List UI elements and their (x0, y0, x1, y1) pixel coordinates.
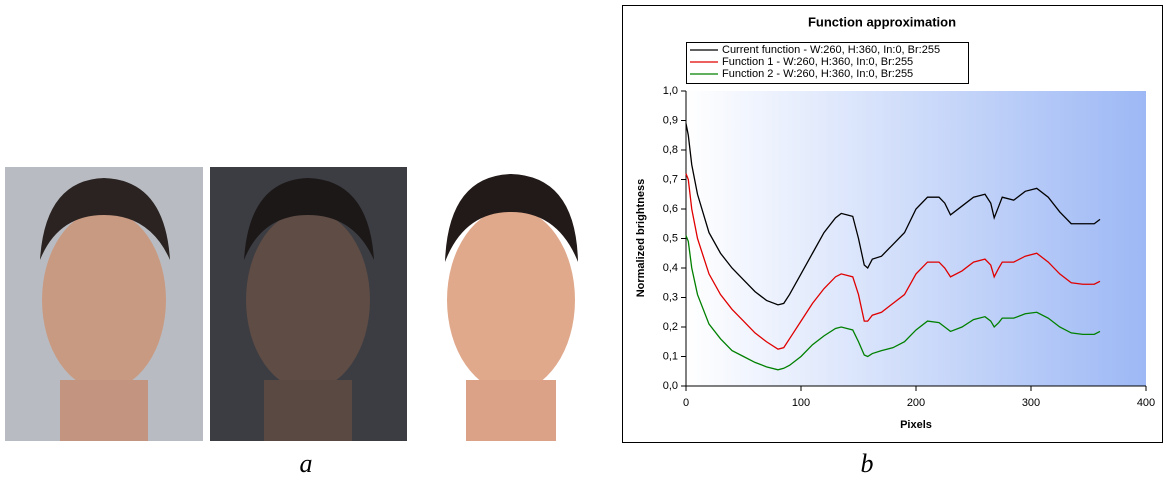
plot-area (686, 91, 1146, 386)
data-line (685, 173, 1101, 350)
caption: a (300, 449, 313, 478)
y-tick-label: 0,6 (663, 203, 678, 215)
y-tick-label: 1,0 (663, 85, 678, 97)
data-line (685, 123, 1101, 306)
y-tick-label: 0,8 (663, 144, 678, 156)
y-tick-label: 0,7 (663, 173, 678, 185)
chart-title: Function approximation (808, 14, 956, 29)
x-tick-label: 100 (792, 397, 810, 409)
y-tick-label: 0,3 (663, 291, 678, 303)
y-tick-label: 0,5 (663, 232, 678, 244)
x-axis-label: Pixels (900, 419, 932, 431)
y-tick-label: 0,2 (663, 321, 678, 333)
photo (210, 167, 407, 441)
photo (412, 167, 610, 441)
y-tick-label: 0,1 (663, 350, 678, 362)
y-tick-label: 0,4 (663, 262, 678, 274)
y-tick-label: 0,9 (663, 114, 678, 126)
y-axis-label: Normalized brightness (635, 179, 647, 298)
x-tick-label: 400 (1137, 397, 1155, 409)
x-tick-label: 300 (1022, 397, 1040, 409)
legend-label: Function 1 - W:260, H:360, In:0, Br:255 (722, 56, 913, 68)
x-tick-label: 200 (907, 397, 925, 409)
photo (5, 167, 203, 441)
caption: b (861, 449, 874, 478)
legend (686, 42, 969, 84)
legend-label: Function 2 - W:260, H:360, In:0, Br:255 (722, 68, 913, 80)
y-tick-label: 0,0 (663, 380, 678, 392)
legend-label: Current function - W:260, H:360, In:0, B… (722, 44, 940, 56)
data-line (685, 235, 1101, 371)
x-tick-label: 0 (683, 397, 689, 409)
